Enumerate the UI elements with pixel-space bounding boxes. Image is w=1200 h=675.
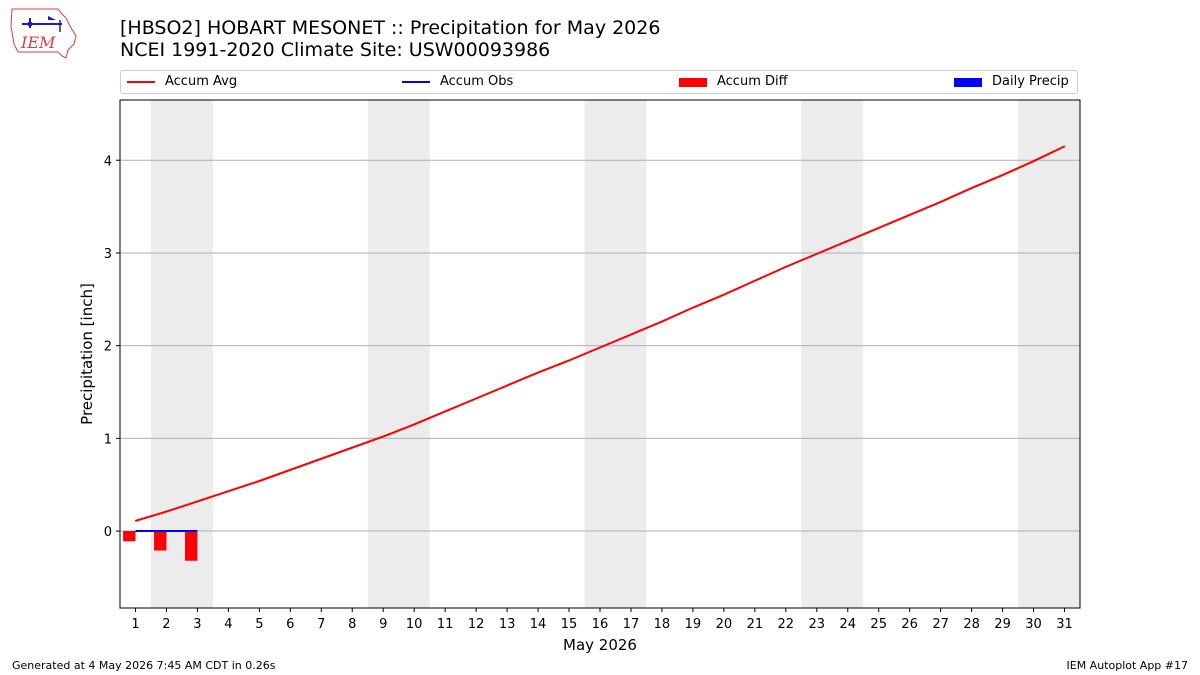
accum-avg-point-14 — [537, 371, 539, 374]
accum-avg-point-7 — [320, 458, 322, 460]
accum-avg-point-11 — [444, 410, 446, 413]
legend-item-daily-precip: Daily Precip — [954, 74, 1069, 90]
xtick-label-21: 21 — [747, 617, 764, 632]
accum-avg-point-10 — [413, 423, 415, 426]
weekend-shade-2 — [367, 100, 430, 608]
xtick-label-10: 10 — [406, 617, 423, 632]
accum-avg-point-24 — [847, 240, 849, 242]
accum-avg-point-21 — [754, 280, 756, 282]
xtick-label-9: 9 — [379, 617, 387, 632]
xtick-label-29: 29 — [994, 617, 1011, 632]
xtick-label-5: 5 — [255, 617, 263, 632]
legend-label-accum-avg: Accum Avg — [165, 74, 238, 89]
weekend-shade-4 — [801, 100, 864, 608]
accum-avg-point-31 — [1063, 145, 1066, 147]
iem-logo-text: IEM — [20, 33, 56, 52]
accum-avg-point-6 — [289, 469, 291, 471]
xtick-label-30: 30 — [1025, 617, 1042, 632]
legend-item-accum-avg: Accum Avg — [127, 74, 237, 90]
accum-avg-point-8 — [351, 447, 353, 449]
weekend-shade-3 — [584, 100, 647, 608]
accum-avg-point-5 — [258, 480, 260, 482]
generated-timestamp: Generated at 4 May 2026 7:45 AM CDT in 0… — [12, 659, 276, 672]
xtick-label-17: 17 — [623, 617, 640, 632]
xtick-label-23: 23 — [809, 617, 826, 632]
accum-avg-point-20 — [723, 294, 725, 296]
iem-logo: IEM — [8, 6, 80, 60]
xtick-label-13: 13 — [499, 617, 516, 632]
xtick-label-27: 27 — [932, 617, 949, 632]
accum-avg-point-12 — [475, 397, 477, 400]
chart-legend: Accum Avg Accum Obs Accum Diff Daily Pre… — [120, 70, 1078, 94]
accum-avg-point-30 — [1032, 160, 1035, 162]
title-line-2: NCEI 1991-2020 Climate Site: USW00093986 — [120, 39, 551, 61]
legend-label-accum-obs: Accum Obs — [440, 74, 514, 89]
accum-avg-point-2 — [165, 510, 168, 513]
ytick-label-4: 4 — [104, 154, 112, 169]
accum-avg-point-16 — [599, 346, 601, 349]
ytick-label-2: 2 — [104, 340, 112, 355]
chart-title: [HBSO2] HOBART MESONET :: Precipitation … — [120, 17, 660, 61]
xtick-label-11: 11 — [437, 617, 454, 632]
xtick-label-7: 7 — [317, 617, 325, 632]
accum-avg-point-27 — [940, 201, 942, 203]
accum-avg-point-26 — [909, 214, 911, 216]
xtick-label-16: 16 — [592, 617, 609, 632]
xtick-label-3: 3 — [193, 617, 201, 632]
xtick-label-20: 20 — [716, 617, 733, 632]
xtick-label-12: 12 — [468, 617, 485, 632]
accum-avg-point-9 — [382, 435, 384, 438]
xtick-label-6: 6 — [286, 617, 294, 632]
app-identifier: IEM Autoplot App #17 — [1066, 659, 1189, 672]
xtick-label-26: 26 — [901, 617, 918, 632]
accum-avg-point-28 — [971, 187, 973, 189]
xtick-label-31: 31 — [1056, 617, 1073, 632]
title-line-1: [HBSO2] HOBART MESONET :: Precipitation … — [120, 17, 661, 39]
accum-avg-point-4 — [227, 490, 229, 492]
y-axis-label: Precipitation [inch] — [78, 283, 96, 425]
accum-avg-point-13 — [506, 384, 508, 387]
accum-avg-point-23 — [816, 253, 818, 255]
xtick-label-4: 4 — [224, 617, 232, 632]
legend-swatch-daily-precip — [954, 77, 982, 87]
accum-avg-point-25 — [878, 227, 880, 229]
xtick-label-2: 2 — [162, 617, 170, 632]
accum-avg-point-29 — [1001, 174, 1004, 176]
weekend-shade-5 — [1018, 100, 1080, 608]
ytick-label-1: 1 — [104, 432, 112, 447]
xtick-label-25: 25 — [870, 617, 887, 632]
accum-avg-point-1 — [134, 520, 137, 522]
xtick-label-24: 24 — [839, 617, 856, 632]
xtick-label-28: 28 — [963, 617, 980, 632]
ytick-label-3: 3 — [104, 247, 112, 262]
xtick-label-14: 14 — [530, 617, 547, 632]
accum-avg-point-19 — [692, 307, 694, 309]
xtick-label-22: 22 — [778, 617, 795, 632]
accum-diff-bar-2 — [154, 531, 167, 551]
legend-label-accum-diff: Accum Diff — [717, 74, 788, 89]
x-axis-label: May 2026 — [563, 636, 637, 654]
legend-swatch-accum-diff — [679, 77, 707, 87]
accum-avg-point-15 — [568, 359, 570, 362]
xtick-label-19: 19 — [685, 617, 702, 632]
accum-avg-point-3 — [196, 500, 199, 502]
legend-swatch-accum-obs — [402, 81, 430, 83]
accum-diff-bar-1 — [123, 531, 136, 542]
xtick-label-8: 8 — [348, 617, 356, 632]
accum-avg-point-22 — [785, 266, 787, 268]
accum-avg-point-18 — [661, 320, 663, 323]
legend-swatch-accum-avg — [127, 81, 155, 83]
legend-item-accum-obs: Accum Obs — [402, 74, 513, 90]
accum-avg-point-17 — [630, 333, 632, 336]
legend-label-daily-precip: Daily Precip — [992, 74, 1069, 89]
legend-item-accum-diff: Accum Diff — [679, 74, 788, 90]
xtick-label-15: 15 — [561, 617, 578, 632]
accum-diff-bar-3 — [185, 531, 198, 561]
weekend-shade-1 — [150, 100, 213, 608]
xtick-label-18: 18 — [654, 617, 671, 632]
ytick-label-0: 0 — [104, 525, 112, 540]
xtick-label-1: 1 — [131, 617, 139, 632]
